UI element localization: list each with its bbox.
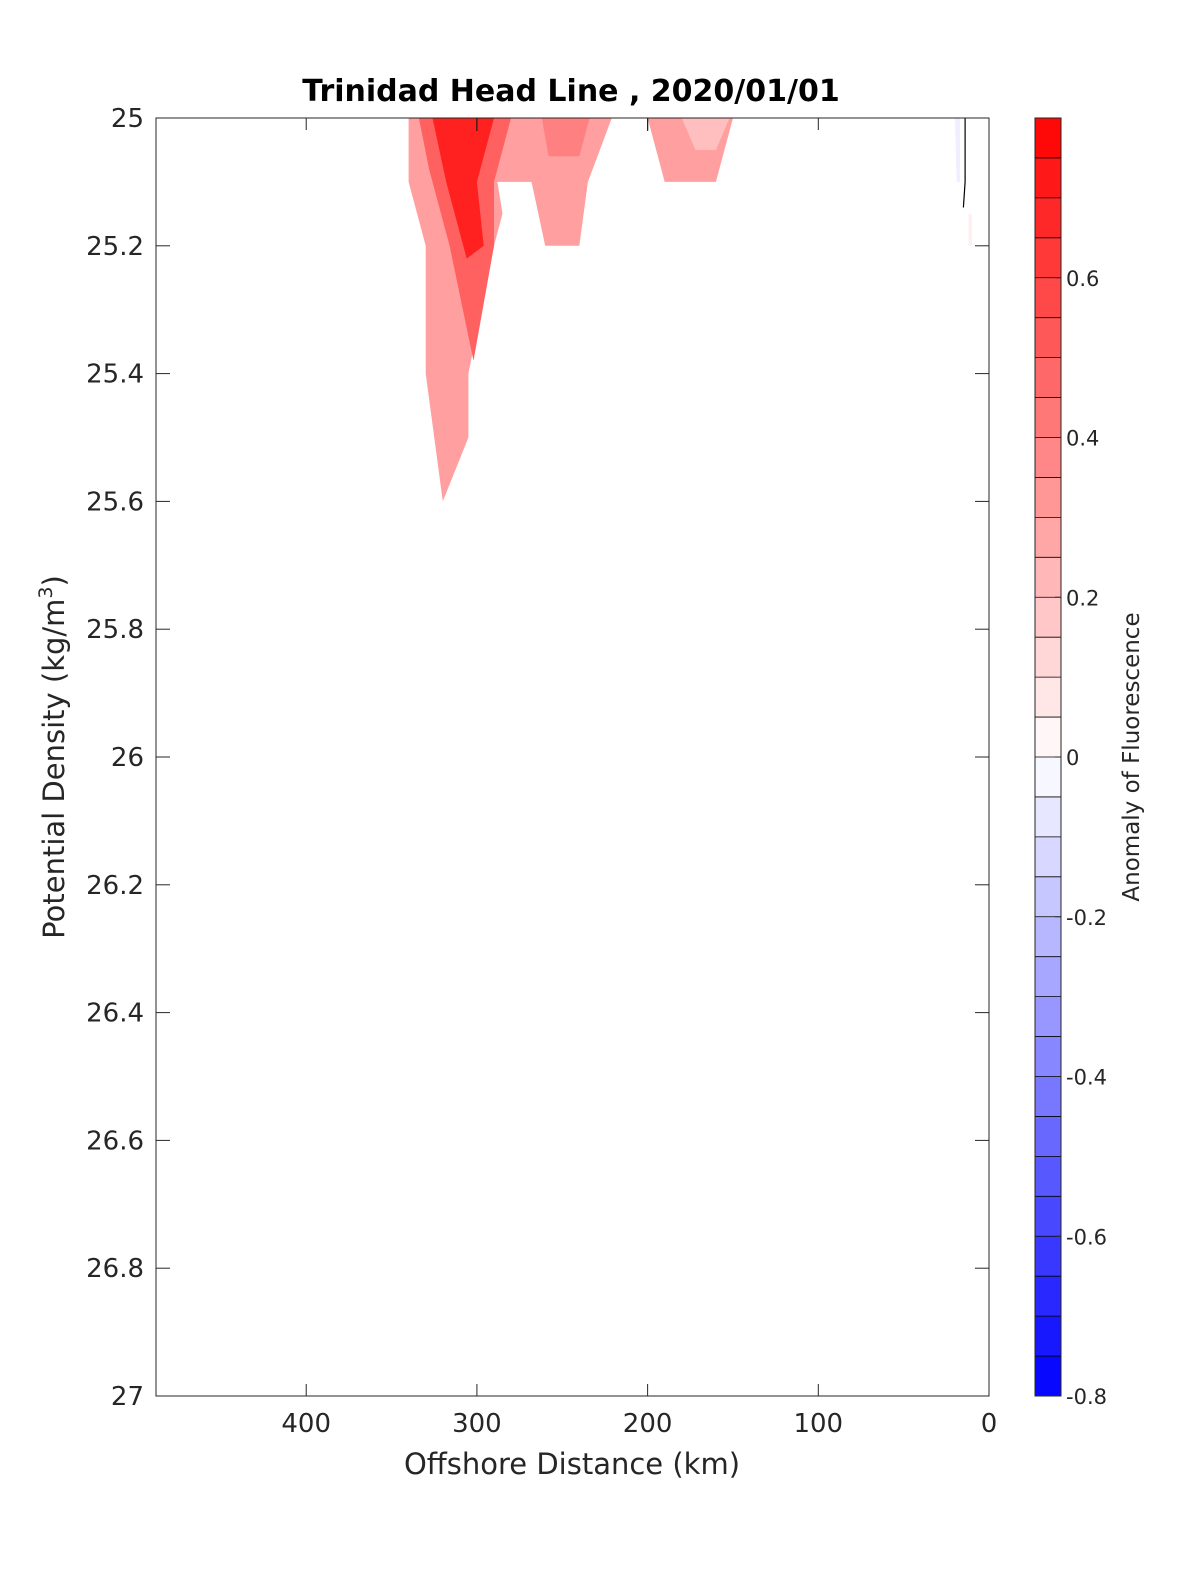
colorbar-tick-label: 0 <box>1066 746 1079 770</box>
colorbar-band <box>1035 1316 1061 1357</box>
colorbar-band <box>1035 517 1061 558</box>
colorbar-tick-label: 0.2 <box>1066 586 1099 610</box>
colorbar-band <box>1035 437 1061 478</box>
anomaly-region <box>681 118 730 150</box>
y-tick-label: 26 <box>111 743 144 773</box>
y-tick-label: 26.4 <box>86 999 144 1029</box>
colorbar-band <box>1035 1156 1061 1197</box>
anomaly-region <box>954 118 960 182</box>
chart-title: Trinidad Head Line , 2020/01/01 <box>302 74 839 109</box>
colorbar-band <box>1035 1236 1061 1277</box>
colorbar-band <box>1035 557 1061 598</box>
colorbar-band <box>1035 597 1061 638</box>
y-tick-label: 25.6 <box>86 487 144 517</box>
y-tick-label: 27 <box>111 1382 144 1412</box>
colorbar-tick-label: -0.6 <box>1066 1225 1107 1249</box>
colorbar-label: Anomaly of Fluorescence <box>1119 612 1145 901</box>
x-tick-label: 0 <box>981 1409 998 1439</box>
colorbar-band <box>1035 1076 1061 1117</box>
y-axis-label-main: Potential Density (kg/m <box>37 599 71 939</box>
colorbar-band <box>1035 1036 1061 1077</box>
colorbar-band <box>1035 757 1061 798</box>
x-tick-label: 200 <box>623 1409 673 1439</box>
colorbar-band <box>1035 677 1061 718</box>
colorbar-tick-label: -0.4 <box>1066 1066 1107 1090</box>
colorbar-band <box>1035 956 1061 997</box>
zero-contour-line <box>962 118 966 208</box>
y-axis-label: Potential Density (kg/m3) <box>35 575 71 939</box>
colorbar-tick-label: -0.8 <box>1066 1385 1107 1409</box>
x-axis-label: Offshore Distance (km) <box>404 1447 740 1481</box>
y-tick-label: 26.8 <box>86 1254 144 1284</box>
y-tick-label: 25.8 <box>86 615 144 645</box>
anomaly-region <box>432 118 494 259</box>
y-tick-label: 25.2 <box>86 232 144 262</box>
colorbar-band <box>1035 637 1061 678</box>
y-tick-label: 26.6 <box>86 1126 144 1156</box>
colorbar-band <box>1035 357 1061 398</box>
y-axis-label-superscript: 3 <box>35 586 57 598</box>
anomaly-region <box>541 118 590 157</box>
y-tick-label: 26.2 <box>86 871 144 901</box>
colorbar-tick-label: 0.4 <box>1066 427 1099 451</box>
colorbar-band <box>1035 477 1061 518</box>
colorbar-band <box>1035 1276 1061 1317</box>
plot-area: 400 300 200 100 0 25 25.2 25.4 25.6 25.8 26 26.2 26… <box>86 104 997 1439</box>
colorbar-band <box>1035 717 1061 758</box>
colorbar-band <box>1035 237 1061 279</box>
colorbar-band <box>1035 277 1061 318</box>
colorbar-band <box>1035 1356 1061 1397</box>
colorbar-band <box>1035 197 1061 239</box>
colorbar-band <box>1035 157 1061 199</box>
colorbar-band <box>1035 118 1061 159</box>
colorbar-band <box>1035 836 1061 878</box>
colorbar: 0.6 0.4 0.2 0 -0.2 -0.4 -0.6 -0.8 Anomaly of Fl… <box>1034 117 1145 1409</box>
colorbar-band <box>1035 397 1061 438</box>
colorbar-band <box>1035 996 1061 1037</box>
anomaly-region <box>968 213 972 246</box>
colorbar-band <box>1035 317 1061 358</box>
x-tick-label: 100 <box>793 1409 843 1439</box>
colorbar-band <box>1035 796 1061 838</box>
colorbar-tick-label: -0.2 <box>1066 906 1107 930</box>
y-axis-label-close: ) <box>37 575 71 586</box>
colorbar-band <box>1035 876 1061 918</box>
colorbar-band <box>1035 916 1061 957</box>
x-tick-label: 300 <box>452 1409 502 1439</box>
y-tick-label: 25.4 <box>86 360 144 390</box>
y-tick-label: 25 <box>111 104 144 134</box>
x-tick-label: 400 <box>281 1409 331 1439</box>
colorbar-band <box>1035 1196 1061 1237</box>
plot-background <box>156 118 989 1396</box>
colorbar-tick-label: 0.6 <box>1066 267 1099 291</box>
colorbar-band <box>1035 1116 1061 1157</box>
